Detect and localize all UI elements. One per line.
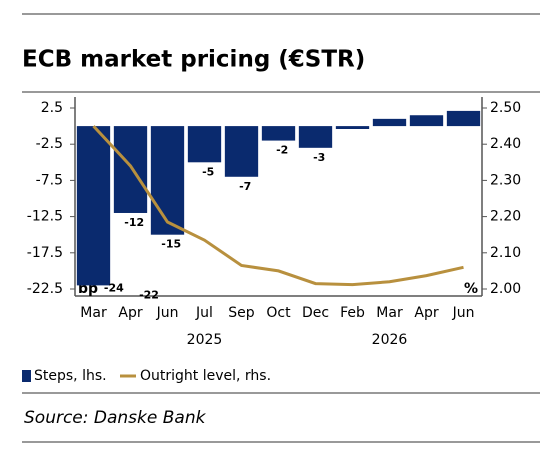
- chart-title: ECB market pricing (€STR): [22, 47, 365, 73]
- bar: [187, 126, 222, 163]
- y-tick-label: -17.5: [27, 245, 63, 261]
- legend-label: Outright level, rhs.: [140, 368, 271, 384]
- bar: [372, 118, 407, 127]
- bar: [335, 126, 370, 129]
- annotation: -24: [104, 281, 124, 294]
- bar: [113, 126, 148, 213]
- bar: [224, 126, 259, 177]
- y2-tick-label: 2.00: [490, 281, 521, 297]
- data-label: -5: [202, 165, 214, 178]
- year-label: 2025: [187, 332, 223, 348]
- year-label: 2026: [372, 332, 408, 348]
- x-tick-label: Apr: [414, 305, 438, 321]
- data-label: -7: [239, 180, 251, 193]
- y-tick-label: -22.5: [27, 281, 63, 297]
- y-tick-label: -7.5: [36, 172, 63, 188]
- y2-unit: %: [464, 281, 478, 297]
- x-tick-label: Sep: [228, 305, 255, 321]
- y-tick-label: -12.5: [27, 209, 63, 225]
- x-tick-label: Oct: [266, 305, 291, 321]
- y2-tick-label: 2.10: [490, 245, 521, 261]
- x-tick-label: Jun: [156, 305, 179, 321]
- y2-tick-label: 2.20: [490, 209, 521, 225]
- data-label: -2: [276, 144, 288, 157]
- legend-swatch: [22, 370, 31, 382]
- data-label: -15: [161, 238, 181, 251]
- y2-tick-label: 2.50: [490, 100, 521, 116]
- bar: [261, 126, 296, 141]
- y2-tick-label: 2.30: [490, 172, 521, 188]
- x-tick-label: Dec: [302, 305, 329, 321]
- bar: [446, 110, 481, 127]
- x-tick-label: Jun: [452, 305, 475, 321]
- y-tick-label: 2.5: [41, 100, 63, 116]
- bar: [150, 126, 185, 235]
- source: Source: Danske Bank: [24, 408, 207, 428]
- data-label: -3: [313, 151, 325, 164]
- x-tick-label: Mar: [80, 305, 107, 321]
- bar: [409, 115, 444, 127]
- y2-tick-label: 2.40: [490, 136, 521, 152]
- x-tick-label: Feb: [340, 305, 365, 321]
- data-label: -22: [139, 288, 159, 301]
- bar: [298, 126, 333, 148]
- y-tick-label: -2.5: [36, 136, 63, 152]
- bar: [76, 126, 111, 286]
- data-label: -12: [124, 216, 144, 229]
- x-tick-label: Mar: [376, 305, 403, 321]
- x-tick-label: Apr: [118, 305, 142, 321]
- line: [92, 125, 464, 287]
- x-tick-label: Jul: [195, 305, 213, 321]
- legend-label: Steps, lhs.: [34, 368, 107, 384]
